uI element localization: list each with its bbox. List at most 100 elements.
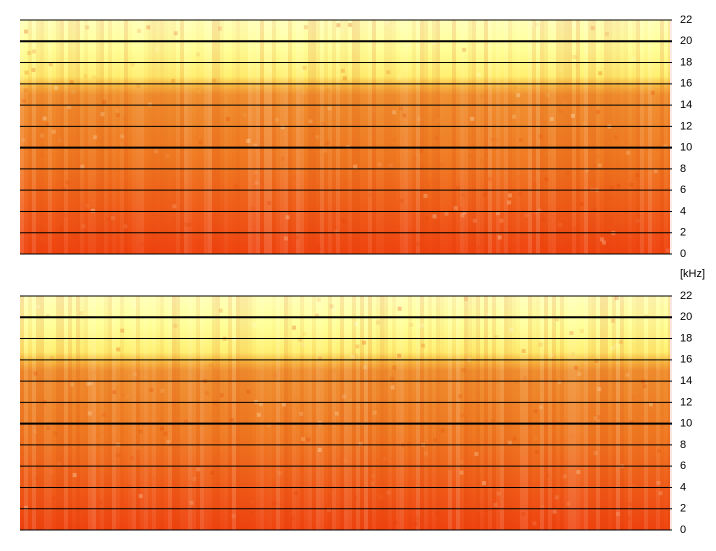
texture [562, 101, 567, 106]
texture [316, 246, 321, 251]
texture [576, 20, 580, 254]
texture [470, 116, 475, 121]
texture [449, 35, 453, 39]
y-tick-label: 6 [680, 460, 686, 472]
texture [408, 296, 412, 530]
texture [552, 296, 556, 530]
texture [379, 81, 384, 86]
texture [487, 20, 492, 25]
texture [632, 20, 636, 254]
texture [650, 335, 655, 340]
texture [256, 412, 261, 417]
texture [459, 470, 464, 475]
texture [33, 371, 38, 376]
texture [60, 20, 64, 254]
texture [212, 20, 216, 254]
texture [352, 20, 356, 254]
texture [192, 477, 197, 482]
texture [476, 20, 480, 254]
texture [187, 480, 192, 485]
texture [44, 296, 48, 530]
texture [264, 296, 268, 530]
texture [301, 50, 305, 54]
texture [120, 328, 125, 333]
texture [72, 20, 76, 254]
texture [314, 520, 318, 524]
texture [52, 296, 56, 530]
texture [396, 296, 400, 530]
texture [172, 20, 176, 254]
texture [39, 152, 44, 157]
texture [106, 217, 111, 222]
texture [24, 296, 28, 530]
texture [152, 20, 156, 254]
texture [92, 20, 96, 254]
texture [545, 472, 550, 477]
texture [548, 296, 552, 530]
texture [136, 83, 141, 88]
texture [600, 20, 604, 254]
texture [28, 20, 32, 254]
texture [440, 20, 444, 254]
texture [412, 20, 416, 254]
texture [397, 353, 402, 358]
texture [571, 351, 576, 356]
texture [490, 419, 495, 424]
texture [496, 20, 500, 254]
texture [316, 296, 320, 530]
texture [493, 502, 498, 507]
texture [340, 20, 344, 254]
texture [256, 20, 260, 254]
texture [171, 78, 176, 83]
texture [108, 296, 112, 530]
texture [644, 20, 648, 254]
texture [208, 363, 213, 368]
texture [588, 20, 592, 254]
texture [224, 141, 228, 145]
texture [646, 316, 651, 321]
texture [115, 108, 120, 113]
texture [554, 495, 559, 500]
texture [533, 409, 538, 414]
texture [584, 50, 589, 55]
texture [101, 412, 106, 417]
texture [660, 424, 665, 429]
texture [521, 511, 526, 516]
texture [188, 20, 192, 254]
texture [436, 20, 440, 254]
texture [653, 169, 658, 174]
texture [176, 20, 180, 254]
texture [108, 20, 112, 254]
texture [355, 344, 360, 349]
texture [324, 296, 328, 530]
texture [154, 149, 159, 154]
texture [342, 458, 347, 463]
texture [354, 322, 359, 327]
texture [144, 296, 148, 530]
texture [59, 226, 64, 231]
texture [69, 80, 74, 85]
texture [635, 173, 640, 178]
texture [71, 89, 76, 94]
texture [632, 296, 636, 530]
texture [174, 142, 179, 147]
texture [585, 168, 590, 173]
texture [668, 20, 672, 254]
texture [196, 467, 201, 472]
texture [308, 20, 312, 254]
texture [168, 20, 172, 254]
texture [280, 20, 284, 254]
texture [24, 29, 29, 34]
texture [370, 481, 375, 486]
texture [665, 248, 670, 253]
texture [65, 180, 70, 185]
texture [189, 500, 194, 505]
texture [81, 296, 86, 301]
texture [327, 106, 332, 111]
texture [184, 20, 188, 254]
texture [452, 296, 456, 530]
texture [368, 20, 372, 254]
texture [300, 437, 305, 442]
texture [484, 296, 488, 530]
texture [472, 218, 477, 223]
